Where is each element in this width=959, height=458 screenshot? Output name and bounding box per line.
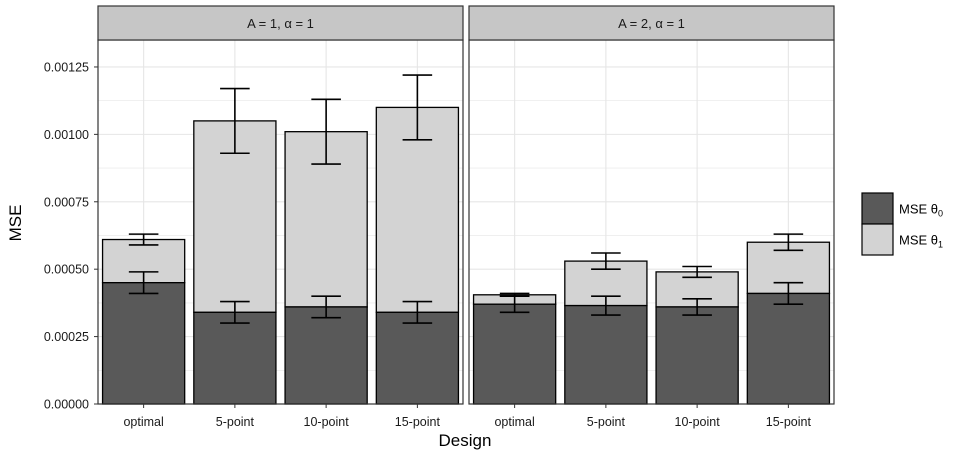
panel-2: optimal 5-point 10-point 15-point A = 2, α =… (468, 5, 835, 429)
legend-label: MSE θ1 (899, 233, 943, 250)
strip-label: A = 1, α = 1 (247, 16, 314, 31)
strip-background (97, 5, 464, 41)
legend-label-subscript: 0 (938, 209, 943, 219)
x-axis-title: Design (439, 431, 492, 450)
bar-theta0 (655, 306, 739, 405)
y-axis: 0.00000 0.00025 0.00050 0.00075 0.00100 0.001… (44, 60, 98, 412)
bar-theta0 (564, 304, 648, 405)
x-tick-label: 10-point (675, 415, 721, 429)
strip-label: A = 2, α = 1 (618, 16, 685, 31)
bar-theta0 (101, 282, 186, 405)
legend-label-text: MSE θ (899, 233, 938, 248)
chart-panels: optimal 5-point 10-point 15-point A = 1, α =… (97, 5, 835, 429)
y-tick-label: 0.00000 (44, 398, 89, 412)
panel-1: optimal 5-point 10-point 15-point A = 1, α =… (97, 5, 464, 429)
y-tick-label: 0.00025 (44, 330, 89, 344)
bar-theta0 (193, 311, 277, 405)
legend-label-subscript: 1 (938, 240, 943, 250)
bar-theta1 (375, 106, 460, 313)
y-tick-label: 0.00100 (44, 128, 89, 142)
bar-theta0 (472, 303, 557, 405)
bar-theta0 (746, 292, 831, 405)
x-tick-label: optimal (123, 415, 163, 429)
y-axis-title: MSE (6, 205, 25, 242)
y-tick-label: 0.00075 (44, 195, 89, 209)
legend-label-text: MSE θ (899, 202, 938, 217)
x-tick-label: 15-point (395, 415, 441, 429)
x-tick-label: 5-point (216, 415, 255, 429)
x-tick-label: 5-point (587, 415, 626, 429)
x-tick-label: optimal (494, 415, 534, 429)
y-tick-label: 0.00125 (44, 60, 89, 74)
legend-label: MSE θ0 (899, 202, 943, 219)
bar-theta0 (284, 306, 368, 405)
y-tick-label: 0.00050 (44, 263, 89, 277)
strip-background (468, 5, 835, 41)
x-tick-label: 10-point (304, 415, 350, 429)
legend-key (861, 192, 894, 225)
x-tick-label: 15-point (766, 415, 812, 429)
legend-key (861, 223, 894, 256)
bar-theta0 (375, 311, 460, 405)
